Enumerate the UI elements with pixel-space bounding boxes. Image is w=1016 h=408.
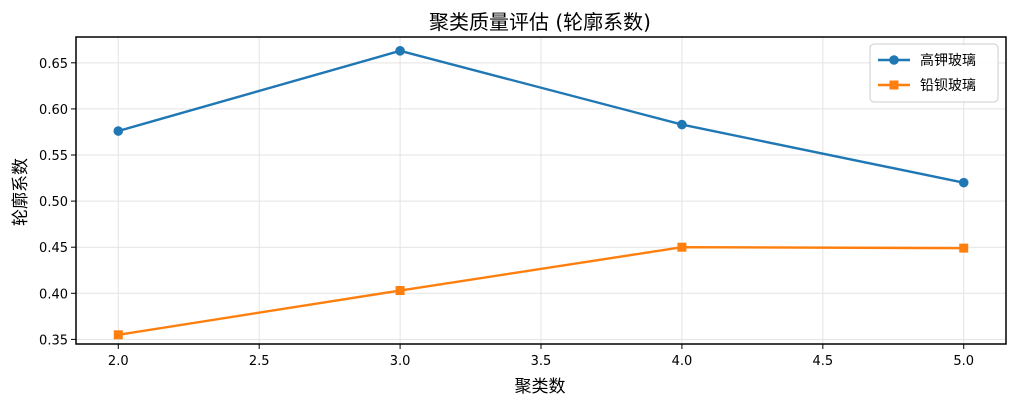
x-tick-label: 2.0 [108, 354, 129, 369]
series-1-point [113, 126, 124, 136]
x-axis-label: 聚类数 [515, 377, 566, 397]
series-2-point [113, 330, 123, 340]
series-line-2 [118, 245, 964, 336]
y-tick-label: 0.40 [39, 287, 68, 302]
series-1-point [958, 177, 969, 188]
x-tick-label: 4.0 [672, 354, 693, 369]
series-2-point [395, 286, 405, 296]
y-tick-label: 0.55 [39, 149, 68, 164]
y-tick-label: 0.60 [39, 103, 68, 118]
legend-marker [889, 55, 899, 65]
legend-label: 高钾玻璃 [920, 52, 976, 69]
legend-marker [889, 80, 899, 90]
x-tick-label: 5.0 [953, 354, 974, 369]
chart-title: 聚类质量评估 (轮廓系数) [429, 10, 651, 34]
y-tick-label: 0.65 [39, 57, 68, 72]
x-tick-label: 3.0 [390, 354, 411, 369]
grid [76, 37, 1006, 344]
series-line-1 [117, 49, 964, 184]
y-tick-label: 0.35 [39, 333, 68, 348]
legend-box [869, 43, 999, 103]
y-tick-label: 0.45 [39, 241, 68, 256]
x-tick-label: 4.5 [812, 354, 833, 369]
legend-label: 铅钡玻璃 [920, 77, 976, 94]
y-axis-label: 轮廓系数 [11, 158, 31, 226]
y-tick-label: 0.50 [39, 195, 68, 210]
series-1-point [677, 119, 687, 130]
x-tick-label: 3.5 [531, 354, 552, 369]
x-tick-label: 2.5 [249, 354, 270, 369]
series-1-point [395, 46, 405, 56]
series-2-point [959, 243, 969, 253]
series-2-point [677, 242, 687, 252]
ticks: 2.0 2.5 3.0 3.5 4.0 4.5 5.0 0.35 0.40 0.45 0.50 0.5… [39, 57, 974, 369]
series-layer [113, 46, 969, 340]
